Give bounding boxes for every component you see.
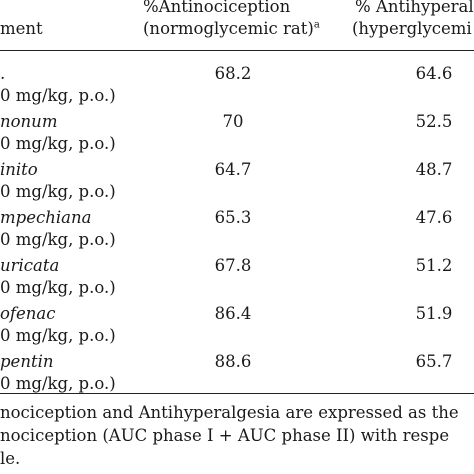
treatment-dose: 0 mg/kg, p.o.) [0,326,116,345]
bottom-rule [0,393,474,394]
treatment-dose: 0 mg/kg, p.o.) [0,86,116,105]
antinociception-value: 70 [222,112,244,131]
antihyperalgesia-value: 51.2 [415,256,453,275]
treatment-name: pentin [0,352,54,371]
header-footnote-marker: a [313,19,320,31]
treatment-dose: 0 mg/kg, p.o.) [0,374,116,393]
antihyperalgesia-value: 47.6 [415,208,453,227]
treatment-dose: 0 mg/kg, p.o.) [0,134,116,153]
antihyperalgesia-value: 51.9 [415,304,453,323]
treatment-dose: 0 mg/kg, p.o.) [0,230,116,249]
treatment-name: inito [0,160,38,179]
antinociception-value: 86.4 [214,304,252,323]
treatment-dose: 0 mg/kg, p.o.) [0,278,116,297]
header-antihyperalgesia-line2: (hyperglycemi [352,19,472,38]
treatment-name: . [0,64,6,83]
header-treatment: ment [0,19,43,38]
header-rule [0,50,474,51]
header-antinociception-line2: (normoglycemic rat)a [143,19,320,38]
header-antihyperalgesia-line1: % Antihyperal [355,0,474,16]
footnote-line3: le. [0,449,21,468]
header-antinociception-line1: %Antinociception [143,0,291,16]
footnote-line2: nociception (AUC phase I + AUC phase II)… [0,426,450,445]
antinociception-value: 67.8 [214,256,252,275]
antinociception-value: 68.2 [214,64,252,83]
antihyperalgesia-value: 64.6 [415,64,453,83]
antinociception-value: 64.7 [214,160,252,179]
antihyperalgesia-value: 52.5 [415,112,453,131]
treatment-name: ofenac [0,304,56,323]
treatment-dose: 0 mg/kg, p.o.) [0,182,116,201]
treatment-name: mpechiana [0,208,92,227]
antihyperalgesia-value: 48.7 [415,160,453,179]
footnote-line1: nociception and Antihyperalgesia are exp… [0,403,459,422]
treatment-name: uricata [0,256,60,275]
antihyperalgesia-value: 65.7 [415,352,453,371]
antinociception-value: 65.3 [214,208,252,227]
treatment-name: nonum [0,112,58,131]
antinociception-value: 88.6 [214,352,252,371]
